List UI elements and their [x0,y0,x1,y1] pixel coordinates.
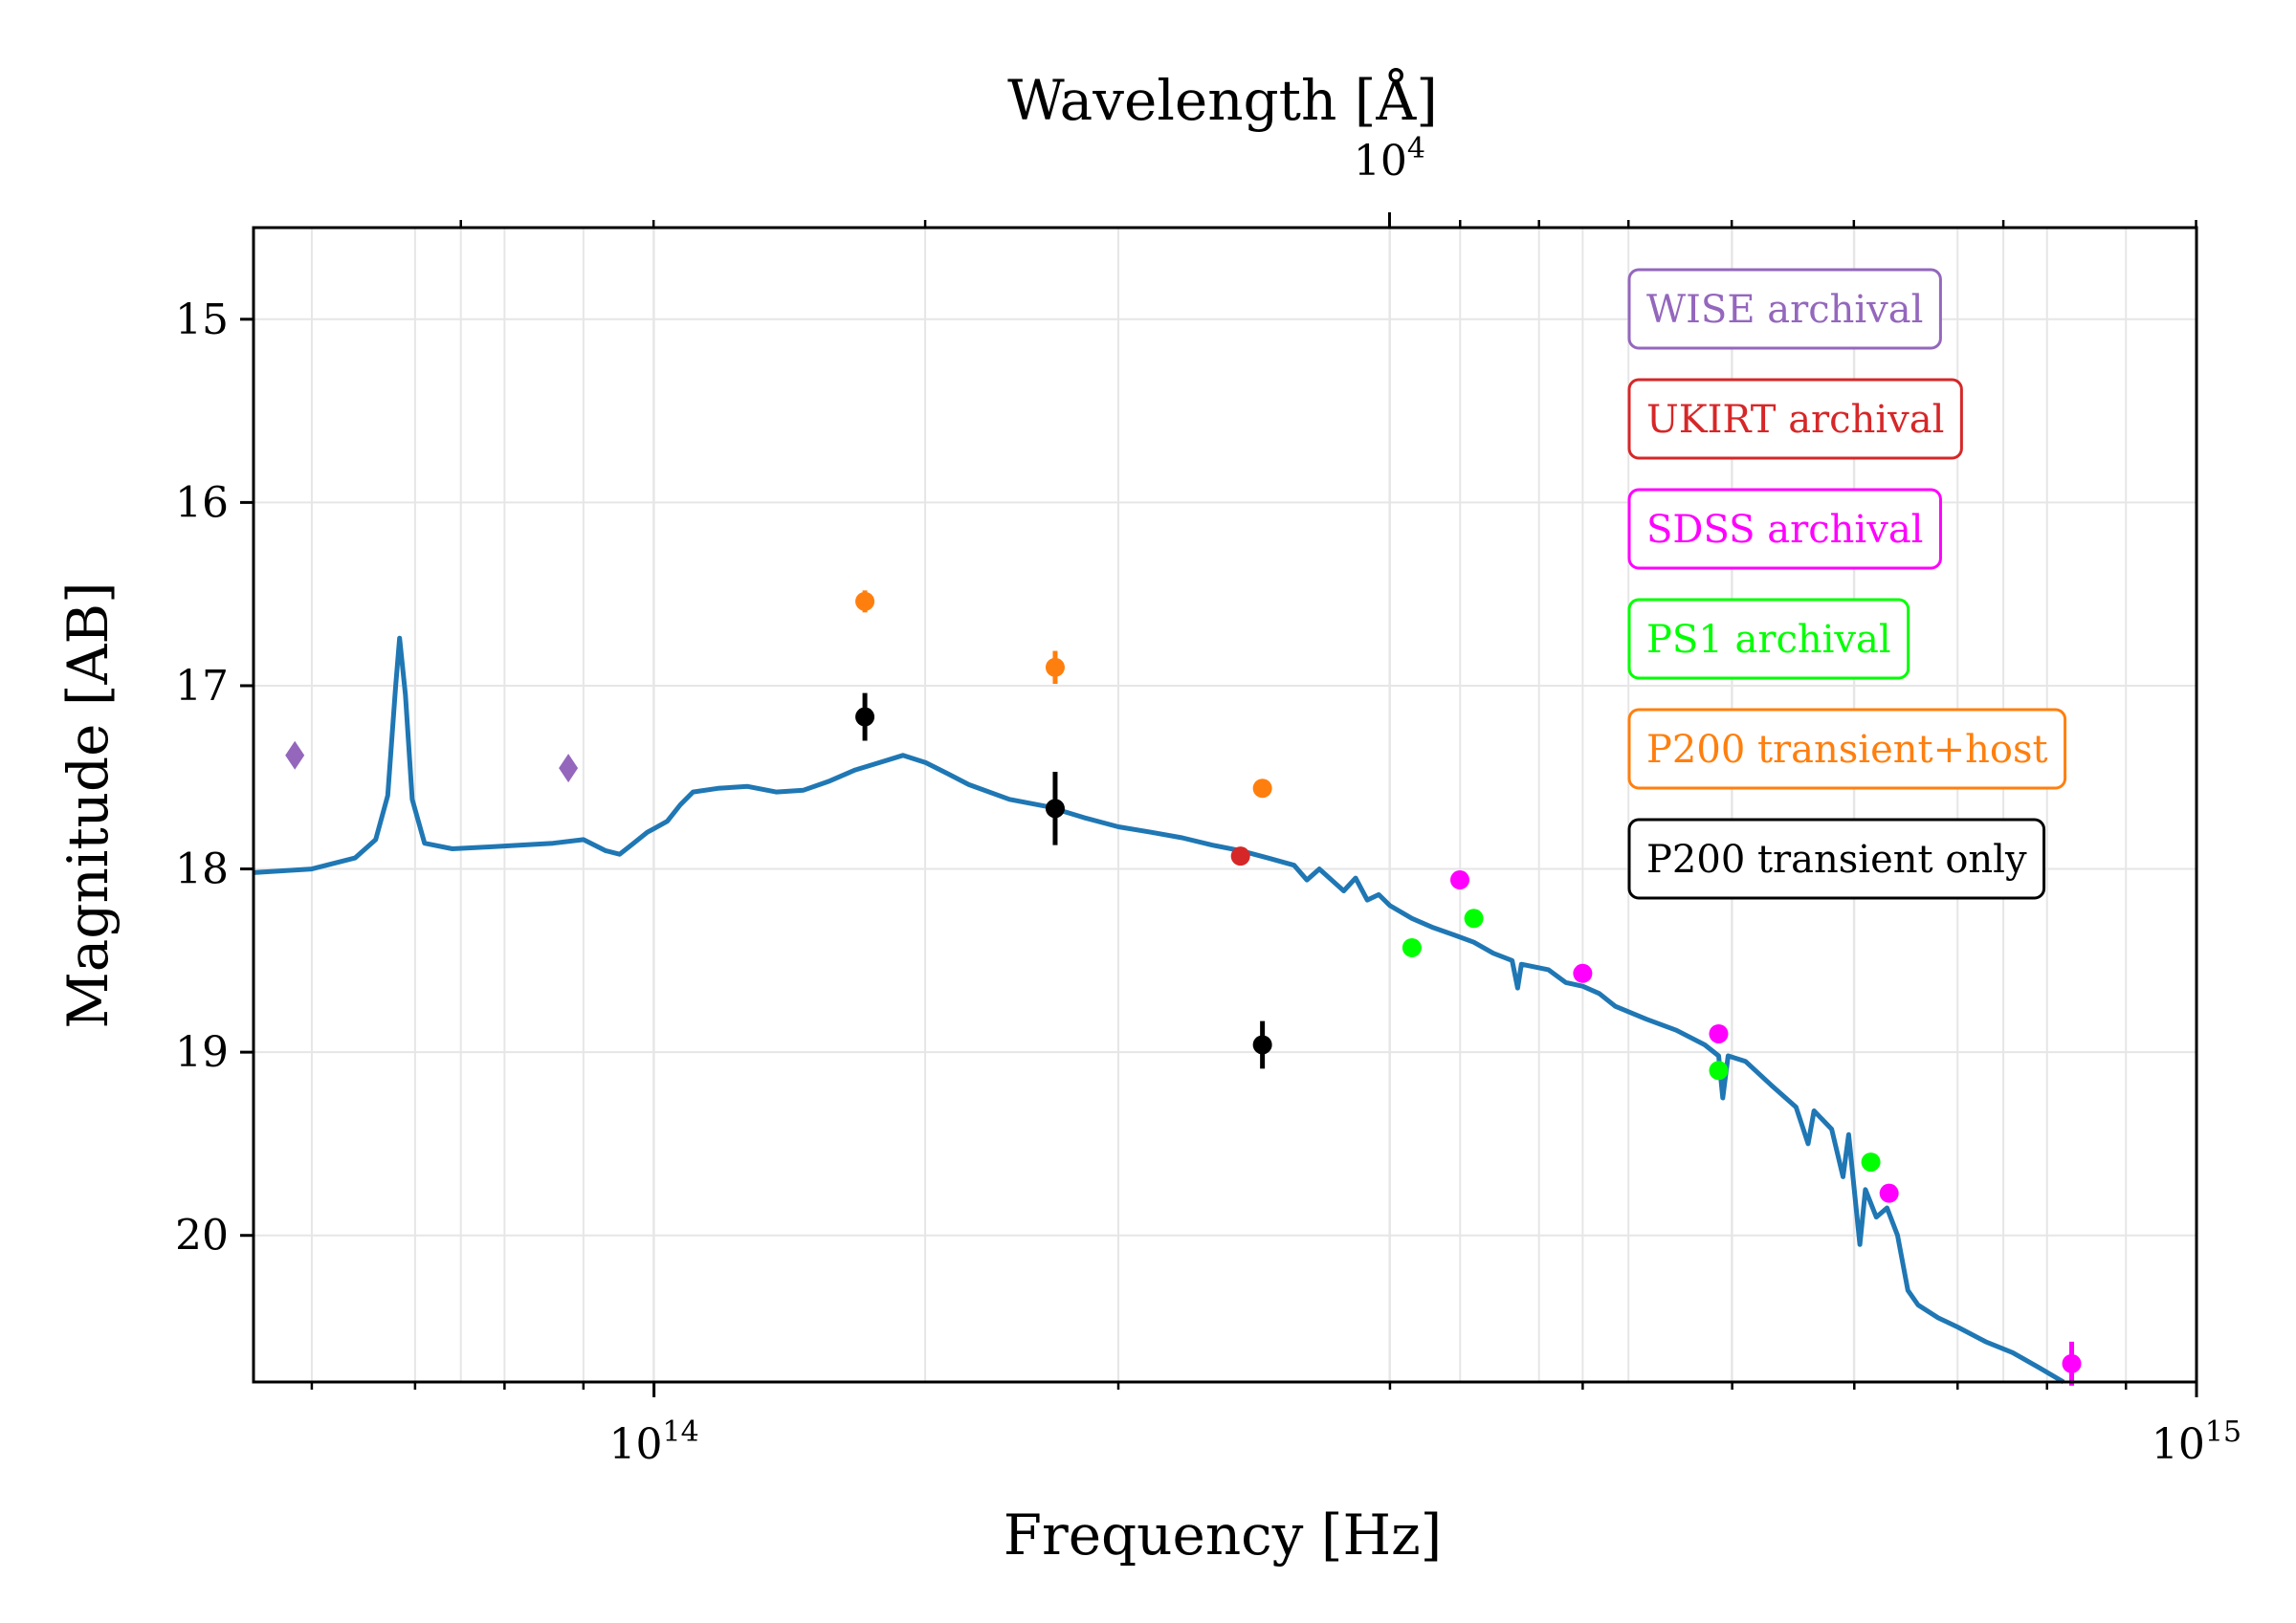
top-tick-label: 104 [1354,132,1425,186]
y-axis-title: Magnitude [AB] [55,581,121,1028]
data-point [1879,1183,1899,1203]
data-point [1230,846,1250,866]
plot-frame [252,226,2198,1384]
y-tick-label: 18 [175,845,229,894]
y-tick-label: 16 [175,478,229,527]
legend-label: PS1 archival [1646,618,1891,662]
data-point [1861,1152,1881,1173]
data-point [1045,657,1065,677]
spectrum-path [253,635,2065,1385]
data-point [1573,963,1593,983]
data-point [855,591,875,611]
legend-label: SDSS archival [1646,508,1923,552]
legend: WISE archival UKIRT archival SDSS archival… [1627,268,2067,900]
legend-box [1627,488,1942,570]
x-tick-label: 1015 [2152,1415,2241,1469]
legend-label: P200 transient only [1646,838,2027,882]
data-point [1252,1035,1272,1055]
legend-label: UKIRT archival [1646,398,1944,442]
spectrum-line [253,635,2065,1385]
data-point [1709,1061,1729,1081]
legend-box [1627,598,1910,680]
x-axis-title: Frequency [Hz] [1004,1502,1443,1568]
legend-box [1627,378,1963,460]
data-point [855,707,875,727]
y-tick-label: 20 [175,1212,229,1261]
data-point-diamond [285,740,305,770]
y-tick-label: 19 [175,1028,229,1077]
legend-label: P200 transient+host [1646,728,2048,772]
axis-ticks: 104 1014 1015 15 16 17 18 19 20 [175,132,2241,1469]
legend-box [1627,708,2067,790]
y-tick-label: 15 [175,296,229,344]
data-point [1450,870,1470,890]
data-point [1709,1023,1729,1043]
data-point [1464,909,1484,929]
photometry-points [285,590,2082,1386]
data-point [1045,799,1065,819]
legend-box [1627,268,1942,350]
y-tick-label: 17 [175,662,229,711]
legend-box [1627,818,2046,900]
data-point-diamond [559,754,579,783]
x-tick-label: 1014 [609,1415,699,1469]
data-point [1252,779,1272,799]
legend-label: WISE archival [1646,288,1923,332]
top-axis-title: Wavelength [Å] [1007,68,1438,133]
data-point [1402,937,1422,957]
data-point [2062,1353,2082,1373]
